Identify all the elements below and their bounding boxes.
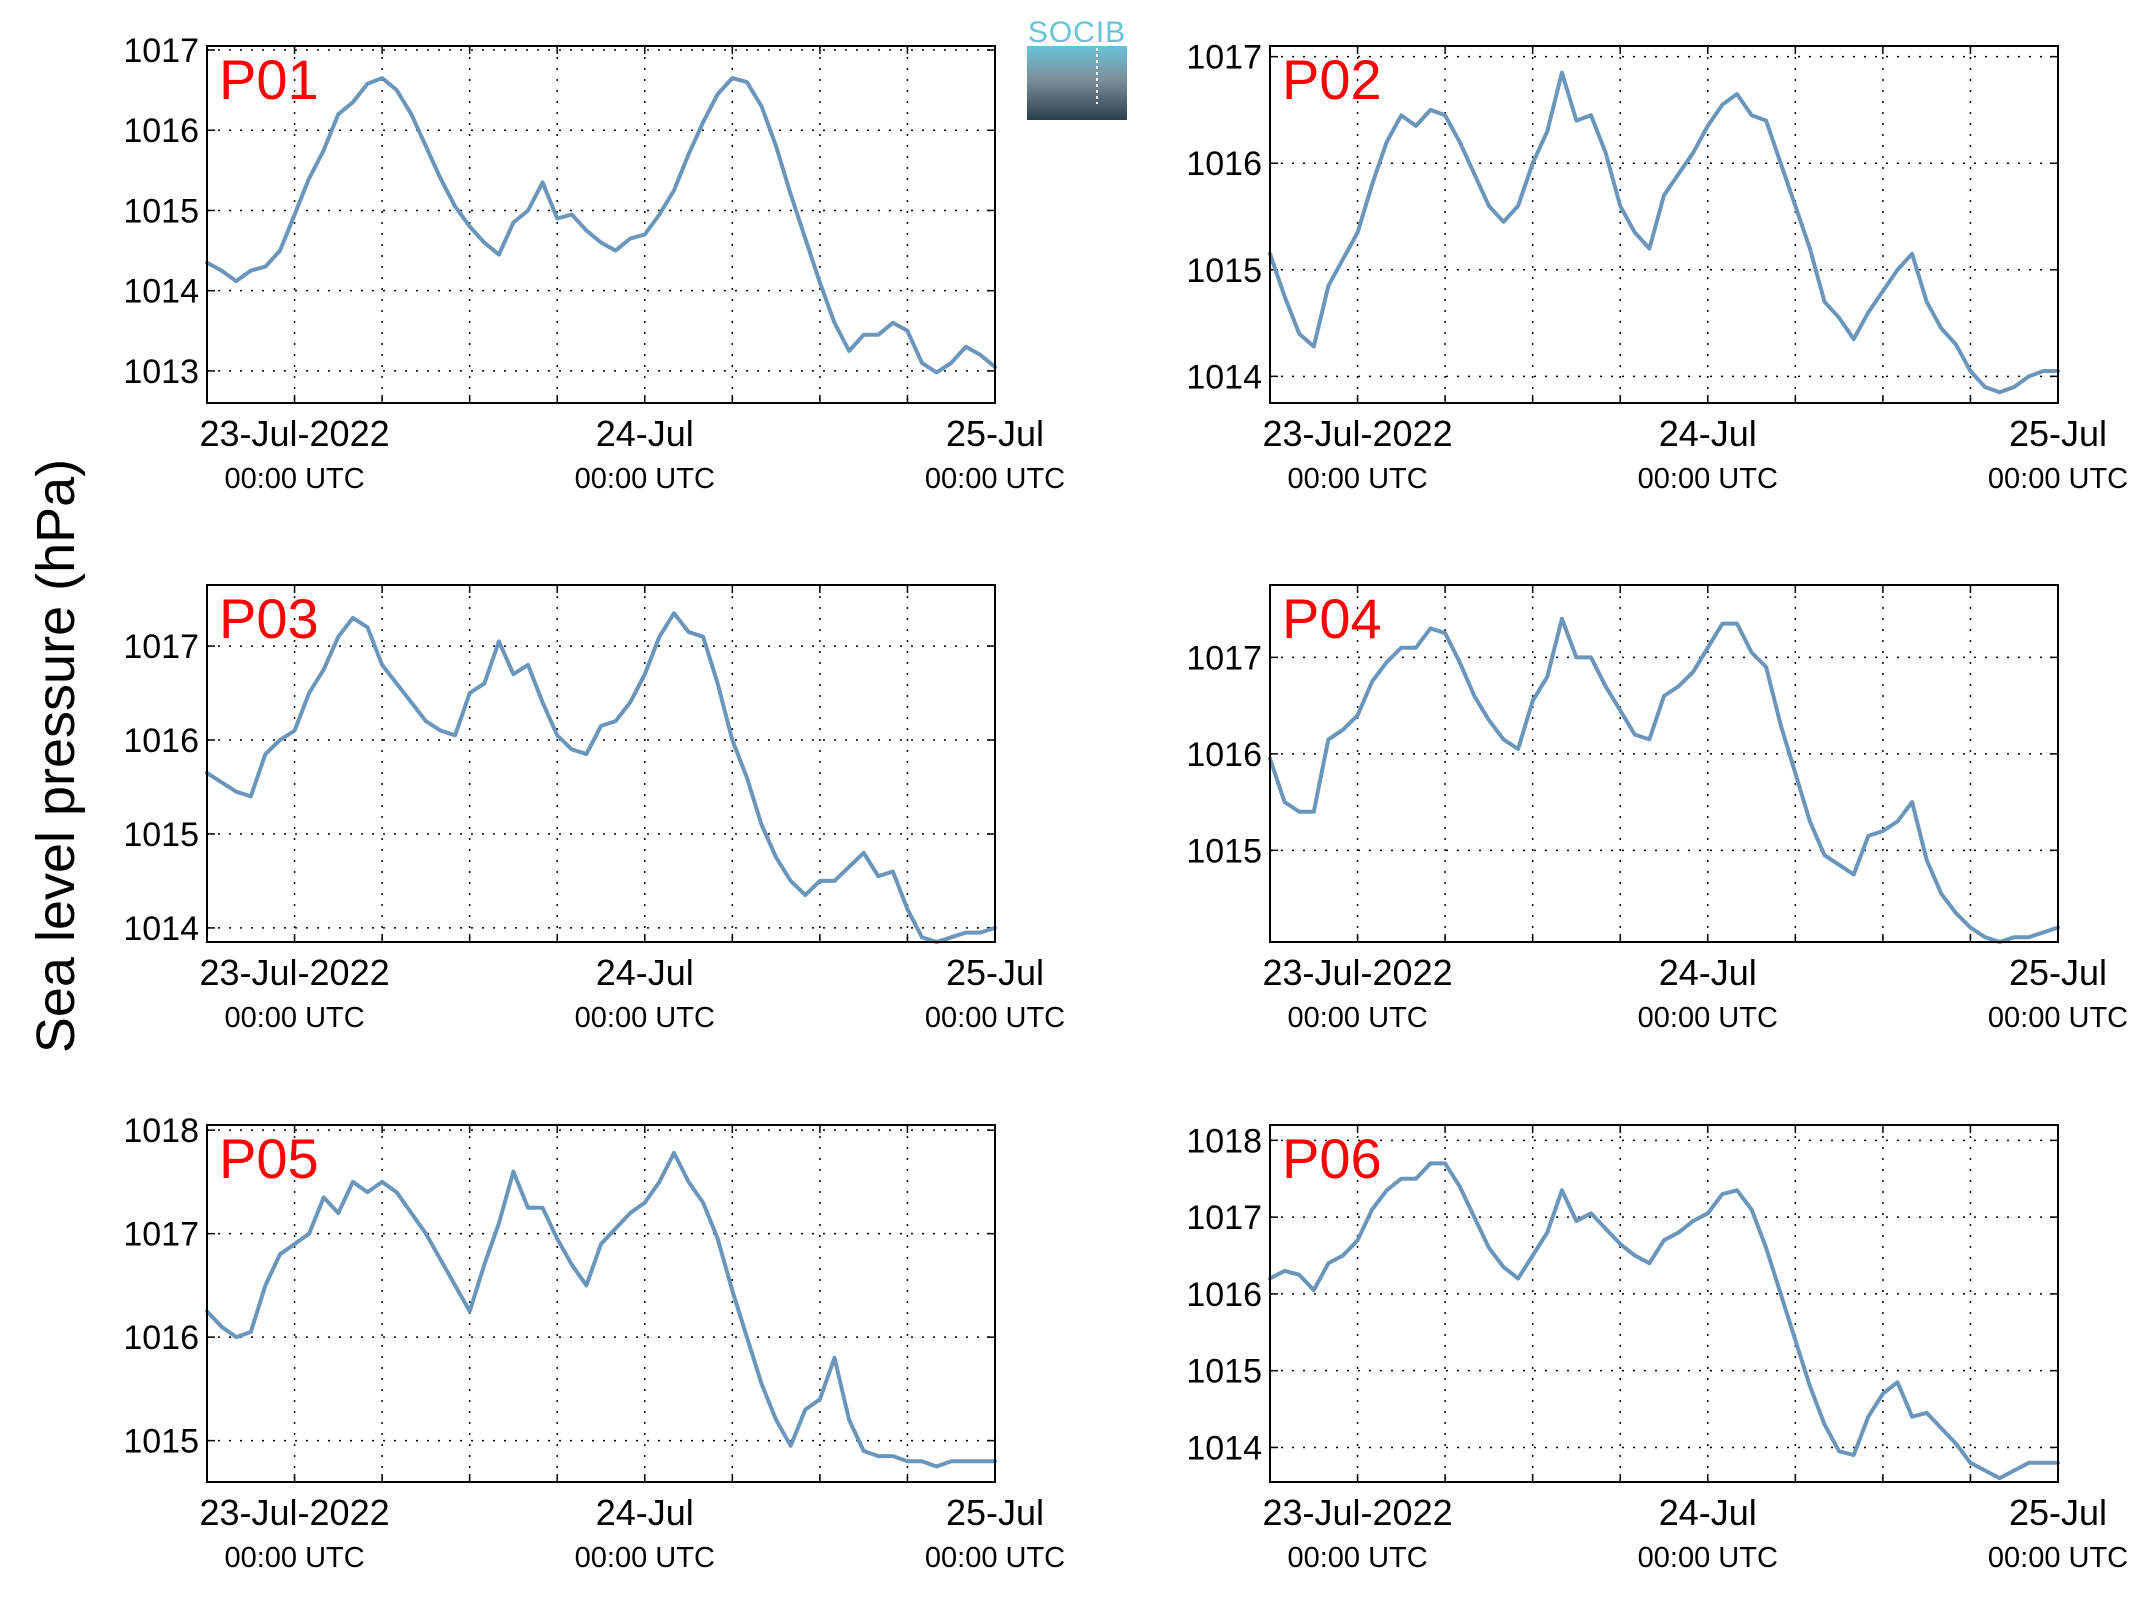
x-tick-label-date: 23-Jul-2022 bbox=[1262, 413, 1452, 454]
series-line bbox=[205, 611, 997, 944]
logo-text: SOCIB bbox=[1028, 16, 1126, 49]
y-tick-label: 1016 bbox=[1186, 736, 1262, 774]
plot-frame bbox=[1269, 1124, 2059, 1483]
series-line bbox=[1268, 1161, 2060, 1481]
x-tick-label-date: 23-Jul-2022 bbox=[199, 1492, 389, 1533]
y-tick-label: 1017 bbox=[123, 1216, 199, 1254]
x-tick-label-date: 24-Jul bbox=[596, 1492, 694, 1533]
x-tick-label-date: 25-Jul bbox=[946, 1492, 1044, 1533]
x-tick-label-time: 00:00 UTC bbox=[1638, 1542, 1778, 1574]
y-tick-label: 1015 bbox=[123, 192, 199, 230]
x-tick-label-time: 00:00 UTC bbox=[925, 463, 1065, 495]
panel-label: P03 bbox=[219, 587, 319, 650]
y-tick-label: 1018 bbox=[123, 1112, 199, 1150]
x-tick-label-date: 25-Jul bbox=[946, 952, 1044, 993]
plot-frame bbox=[206, 584, 996, 943]
x-tick-label-time: 00:00 UTC bbox=[575, 1542, 715, 1574]
y-tick-label: 1017 bbox=[123, 32, 199, 70]
x-tick-label-date: 23-Jul-2022 bbox=[199, 952, 389, 993]
y-tick-label: 1016 bbox=[1186, 1276, 1262, 1314]
x-tick-label-date: 24-Jul bbox=[596, 413, 694, 454]
x-tick-label-date: 23-Jul-2022 bbox=[199, 413, 389, 454]
y-tick-label: 1017 bbox=[123, 628, 199, 666]
x-tick-label-time: 00:00 UTC bbox=[1287, 1542, 1427, 1574]
panel-p03: 1014 1015 1016 1017 P03 23-Jul-2022 00:00 UTC 2… bbox=[123, 584, 1065, 1034]
panel-label: P04 bbox=[1282, 587, 1382, 650]
x-tick-label-time: 00:00 UTC bbox=[575, 1002, 715, 1034]
x-tick-label-time: 00:00 UTC bbox=[1287, 1002, 1427, 1034]
y-tick-label: 1014 bbox=[123, 273, 199, 311]
series-line bbox=[1268, 616, 2060, 944]
plot-frame bbox=[1269, 584, 2059, 943]
y-tick-label: 1017 bbox=[1186, 1199, 1262, 1237]
x-tick-label-time: 00:00 UTC bbox=[1988, 1542, 2128, 1574]
y-tick-label: 1016 bbox=[123, 1319, 199, 1357]
y-tick-label: 1017 bbox=[1186, 39, 1262, 77]
x-tick-label-time: 00:00 UTC bbox=[925, 1002, 1065, 1034]
x-tick-label-time: 00:00 UTC bbox=[575, 463, 715, 495]
panel-p06: 1014 1015 1016 1017 1018 P06 23-Jul-2022 00:00 … bbox=[1186, 1122, 2128, 1574]
x-tick-label-time: 00:00 UTC bbox=[1988, 463, 2128, 495]
y-tick-label: 1013 bbox=[123, 353, 199, 391]
y-tick-label: 1018 bbox=[1186, 1122, 1262, 1160]
x-tick-label-time: 00:00 UTC bbox=[224, 1542, 364, 1574]
y-tick-label: 1015 bbox=[123, 1423, 199, 1461]
series-line bbox=[1268, 70, 2060, 395]
x-tick-label-time: 00:00 UTC bbox=[925, 1542, 1065, 1574]
y-tick-label: 1014 bbox=[1186, 358, 1262, 396]
y-tick-label: 1015 bbox=[1186, 832, 1262, 870]
panel-label: P05 bbox=[219, 1127, 319, 1190]
panel-label: P06 bbox=[1282, 1127, 1382, 1190]
x-tick-label-date: 25-Jul bbox=[2009, 413, 2107, 454]
panel-p04: 1015 1016 1017 P04 23-Jul-2022 00:00 UTC 24-Ju… bbox=[1186, 584, 2128, 1034]
y-tick-label: 1016 bbox=[1186, 145, 1262, 183]
y-tick-label: 1014 bbox=[1186, 1429, 1262, 1467]
y-tick-label: 1016 bbox=[123, 722, 199, 760]
x-tick-label-time: 00:00 UTC bbox=[1638, 463, 1778, 495]
x-tick-label-date: 23-Jul-2022 bbox=[1262, 1492, 1452, 1533]
x-tick-label-date: 25-Jul bbox=[2009, 1492, 2107, 1533]
panel-label: P02 bbox=[1282, 48, 1382, 111]
y-tick-label: 1014 bbox=[123, 910, 199, 948]
y-axis-label: Sea level pressure (hPa) bbox=[26, 459, 86, 1053]
y-tick-label: 1017 bbox=[1186, 639, 1262, 677]
series-line bbox=[205, 1150, 997, 1469]
panel-p01: 1013 1014 1015 1016 1017 P01 23-Jul-2022 00:00 … bbox=[123, 32, 1065, 495]
panel-label: P01 bbox=[219, 48, 319, 111]
plot-frame bbox=[206, 45, 996, 404]
y-tick-label: 1015 bbox=[1186, 1353, 1262, 1391]
x-tick-label-date: 25-Jul bbox=[2009, 952, 2107, 993]
x-tick-label-date: 24-Jul bbox=[1659, 1492, 1757, 1533]
x-tick-label-time: 00:00 UTC bbox=[224, 1002, 364, 1034]
plot-frame bbox=[1269, 45, 2059, 404]
panel-p02: 1014 1015 1016 1017 P02 23-Jul-2022 00:00 UTC 2… bbox=[1186, 39, 2128, 495]
panel-p05: 1015 1016 1017 1018 P05 23-Jul-2022 00:00 UTC 2… bbox=[123, 1112, 1065, 1574]
socib-logo: SOCIB bbox=[1027, 16, 1127, 120]
y-tick-label: 1015 bbox=[123, 816, 199, 854]
x-tick-label-date: 23-Jul-2022 bbox=[1262, 952, 1452, 993]
x-tick-label-date: 24-Jul bbox=[1659, 413, 1757, 454]
y-tick-label: 1016 bbox=[123, 112, 199, 150]
x-tick-label-time: 00:00 UTC bbox=[1287, 463, 1427, 495]
y-tick-label: 1015 bbox=[1186, 252, 1262, 290]
x-tick-label-time: 00:00 UTC bbox=[1638, 1002, 1778, 1034]
x-tick-label-date: 24-Jul bbox=[596, 952, 694, 993]
plot-frame bbox=[206, 1124, 996, 1483]
series-line bbox=[205, 76, 997, 375]
x-tick-label-time: 00:00 UTC bbox=[1988, 1002, 2128, 1034]
x-tick-label-date: 24-Jul bbox=[1659, 952, 1757, 993]
x-tick-label-date: 25-Jul bbox=[946, 413, 1044, 454]
logo-badge bbox=[1027, 46, 1127, 120]
panels-container: 1013 1014 1015 1016 1017 P01 23-Jul-2022 00:00 … bbox=[123, 32, 2128, 1574]
x-tick-label-time: 00:00 UTC bbox=[224, 463, 364, 495]
